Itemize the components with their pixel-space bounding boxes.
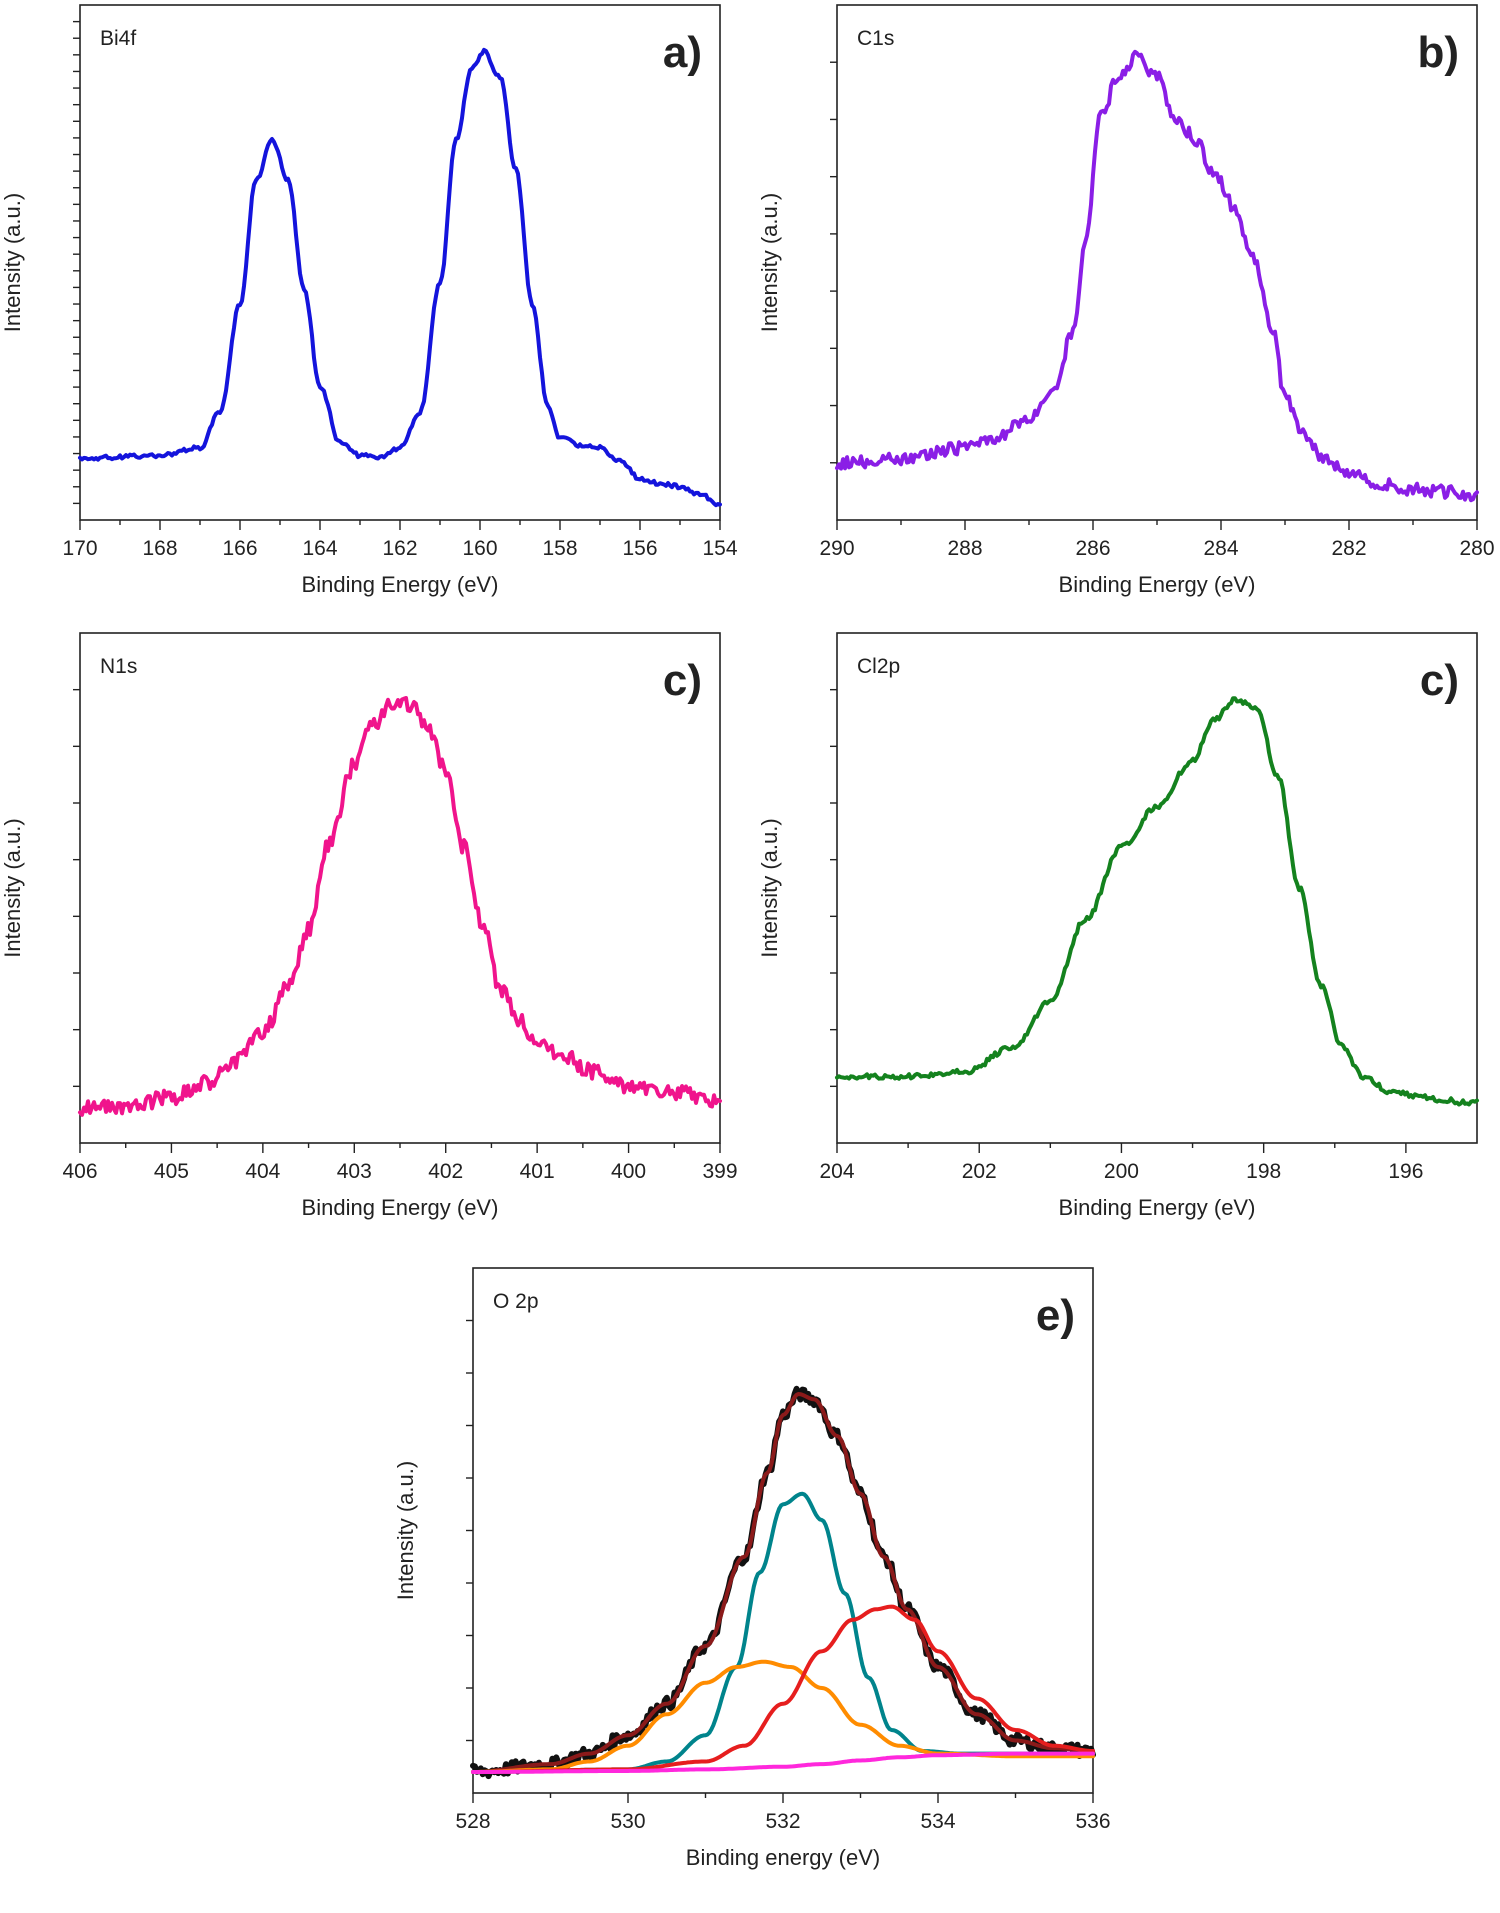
x-tick-label: 168: [142, 537, 177, 560]
x-tick-label: 204: [819, 1160, 854, 1183]
x-tick-label: 202: [962, 1160, 997, 1183]
series-group: [78, 696, 722, 1117]
core-level-label: C1s: [857, 27, 894, 50]
plot-frame: [79, 4, 721, 521]
spectrum-line: [835, 49, 1479, 503]
x-axis-title: Binding Energy (eV): [1059, 1195, 1256, 1220]
x-tick-label: 196: [1388, 1160, 1423, 1183]
x-tick-label: 536: [1075, 1810, 1110, 1833]
y-axis-title: Intensity (a.u.): [0, 193, 25, 332]
axis-ticks: 528 530 532 534 536: [455, 1319, 1111, 1833]
x-tick-label: 286: [1075, 537, 1110, 560]
y-axis-title: Intensity (a.u.): [0, 818, 25, 957]
series-group: [835, 49, 1479, 503]
x-tick-label: 401: [520, 1160, 555, 1183]
panel-label: c): [663, 656, 702, 705]
x-tick-label: 530: [610, 1810, 645, 1833]
x-tick-label: 284: [1203, 537, 1238, 560]
chart-panel-d: 204 202 200 198 196 Cl2p c) Binding Energy (…: [757, 632, 1479, 1220]
axis-ticks: 290 288 286 284 282 280: [819, 61, 1495, 560]
chart-panel-e: 528 530 532 534 536 O 2p e) Binding energy (…: [393, 1267, 1111, 1870]
spectrum-line: [471, 1392, 1095, 1774]
x-tick-label: 399: [702, 1160, 737, 1183]
core-level-label: Bi4f: [100, 27, 136, 50]
plot-frame: [472, 1267, 1094, 1794]
x-tick-label: 406: [62, 1160, 97, 1183]
core-level-label: O 2p: [493, 1290, 539, 1313]
x-tick-label: 198: [1246, 1160, 1281, 1183]
panel-label: c): [1420, 656, 1459, 705]
x-tick-label: 528: [455, 1810, 490, 1833]
x-tick-label: 162: [382, 537, 417, 560]
panel-label: b): [1417, 28, 1459, 77]
x-tick-label: 154: [702, 537, 737, 560]
x-tick-label: 280: [1459, 537, 1494, 560]
spectrum-line: [471, 1751, 1095, 1774]
x-tick-label: 404: [245, 1160, 280, 1183]
series-group: [470, 1385, 1096, 1780]
x-axis-title: Binding Energy (eV): [302, 1195, 499, 1220]
panel-label: e): [1036, 1291, 1075, 1340]
x-tick-label: 170: [62, 537, 97, 560]
x-tick-label: 534: [920, 1810, 955, 1833]
x-tick-label: 200: [1104, 1160, 1139, 1183]
series-group: [78, 47, 722, 508]
x-tick-label: 166: [222, 537, 257, 560]
x-tick-label: 160: [462, 537, 497, 560]
x-axis-title: Binding energy (eV): [686, 1845, 880, 1870]
x-tick-label: 402: [428, 1160, 463, 1183]
spectrum-line: [471, 1604, 1095, 1774]
chart-panel-a: 170 168 166 164 162 160 158 156 154 Bi4f a) Bind…: [0, 4, 738, 597]
x-axis-title: Binding Energy (eV): [302, 572, 499, 597]
axis-ticks: 204 202 200 198 196: [819, 688, 1423, 1183]
x-axis-title: Binding Energy (eV): [1059, 572, 1256, 597]
chart-panel-b: 290 288 286 284 282 280 C1s b) Binding Energy…: [757, 4, 1495, 597]
y-axis-title: Intensity (a.u.): [757, 193, 782, 332]
y-axis-title: Intensity (a.u.): [757, 818, 782, 957]
x-tick-label: 164: [302, 537, 337, 560]
series-group: [835, 696, 1479, 1107]
core-level-label: N1s: [100, 655, 137, 678]
y-axis-title: Intensity (a.u.): [393, 1461, 418, 1600]
spectrum-line: [78, 696, 722, 1117]
axis-ticks: 406 405 404 403 402 401 400 399: [62, 688, 738, 1183]
core-level-label: Cl2p: [857, 655, 900, 678]
plot-frame: [79, 632, 721, 1144]
plot-frame: [836, 632, 1478, 1144]
x-tick-label: 282: [1331, 537, 1366, 560]
x-tick-label: 405: [154, 1160, 189, 1183]
x-tick-label: 290: [819, 537, 854, 560]
x-tick-label: 158: [542, 537, 577, 560]
spectrum-line: [835, 696, 1479, 1107]
spectrum-line: [78, 47, 722, 508]
x-tick-label: 156: [622, 537, 657, 560]
axis-ticks: 170 168 166 164 162 160 158 156 154: [62, 20, 738, 560]
plot-frame: [836, 4, 1478, 521]
x-tick-label: 288: [947, 537, 982, 560]
x-tick-label: 400: [611, 1160, 646, 1183]
chart-panel-c: 406 405 404 403 402 401 400 399 N1s c) Binding …: [0, 632, 738, 1220]
x-tick-label: 532: [765, 1810, 800, 1833]
panel-label: a): [663, 28, 702, 77]
x-tick-label: 403: [337, 1160, 372, 1183]
